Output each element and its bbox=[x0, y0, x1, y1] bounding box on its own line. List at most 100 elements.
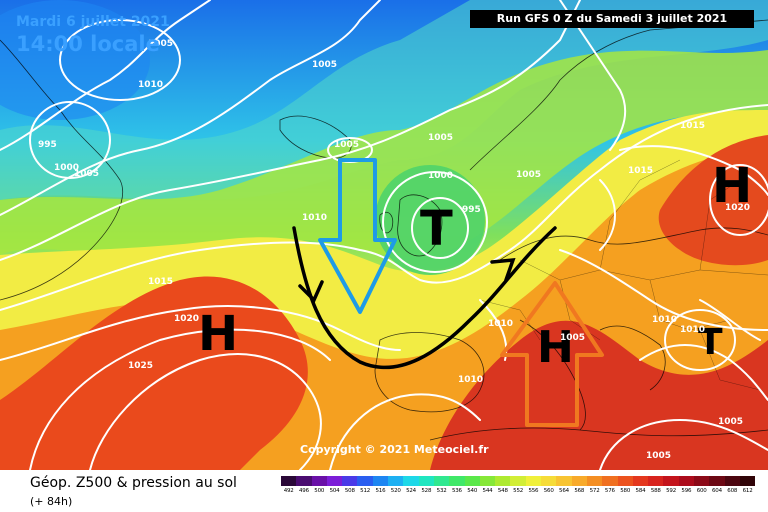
scale-swatch bbox=[617, 476, 633, 486]
forecast-date: Mardi 6 juillet 2021 bbox=[16, 14, 170, 30]
scale-swatch bbox=[479, 476, 496, 486]
scale-step: 544 bbox=[479, 476, 496, 498]
scale-step: 500 bbox=[311, 476, 327, 498]
jet-stream-curve bbox=[292, 226, 557, 369]
scale-tick-label: 536 bbox=[451, 488, 462, 494]
scale-tick-label: 552 bbox=[513, 488, 524, 494]
scale-tick-label: 556 bbox=[528, 488, 539, 494]
scale-tick-label: 544 bbox=[482, 488, 493, 494]
scale-step: 504 bbox=[326, 476, 343, 498]
scale-step: 532 bbox=[433, 476, 450, 498]
high-mediterranean-label: H bbox=[537, 322, 574, 373]
scale-swatch bbox=[586, 476, 603, 486]
scale-swatch bbox=[663, 476, 679, 486]
scale-swatch bbox=[632, 476, 649, 486]
scale-step: 552 bbox=[510, 476, 526, 498]
isobars bbox=[0, 0, 768, 470]
scale-tick-label: 528 bbox=[421, 488, 432, 494]
jet-stream-arrowhead-east bbox=[490, 257, 516, 282]
scale-swatch bbox=[403, 476, 419, 486]
forecast-lead-time: (+ 84h) bbox=[30, 495, 73, 508]
scale-step: 564 bbox=[556, 476, 572, 498]
scale-step: 512 bbox=[357, 476, 373, 498]
scale-step: 492 bbox=[281, 476, 297, 498]
scale-swatch bbox=[739, 476, 756, 486]
scale-swatch bbox=[296, 476, 312, 486]
scale-tick-label: 540 bbox=[467, 488, 478, 494]
isobar-label: 1020 bbox=[174, 314, 199, 324]
scale-tick-label: 576 bbox=[604, 488, 615, 494]
scale-swatch bbox=[388, 476, 404, 486]
scale-tick-label: 612 bbox=[742, 488, 753, 494]
forecast-time: 14:00 locale bbox=[16, 32, 160, 56]
scale-swatch bbox=[311, 476, 327, 486]
scale-tick-label: 524 bbox=[406, 488, 416, 494]
scale-swatch bbox=[449, 476, 465, 486]
isobar-label: 1010 bbox=[652, 315, 677, 325]
scale-step: 536 bbox=[449, 476, 465, 498]
geopotential-color-scale: 492 496 500 504 508 512 516 520 524 528 532 536 540 5… bbox=[281, 476, 756, 498]
scale-tick-label: 500 bbox=[314, 488, 325, 494]
scale-swatch bbox=[433, 476, 450, 486]
scale-swatch bbox=[342, 476, 358, 486]
isobar-label: 1005 bbox=[516, 170, 541, 180]
scale-swatch bbox=[678, 476, 695, 486]
scale-step: 524 bbox=[403, 476, 419, 498]
high-atlantic-label: H bbox=[198, 306, 238, 362]
high-scandinavia-label: H bbox=[712, 158, 752, 214]
scale-swatch bbox=[571, 476, 587, 486]
isobars-closed bbox=[29, 19, 768, 371]
scale-step: 604 bbox=[709, 476, 725, 498]
isobar-label: 1010 bbox=[680, 325, 705, 335]
scale-tick-label: 496 bbox=[298, 488, 309, 494]
scale-tick-label: 504 bbox=[329, 488, 340, 494]
field-band-red-east bbox=[430, 320, 768, 470]
field-band-cyan bbox=[0, 0, 768, 200]
scale-step: 612 bbox=[739, 476, 756, 498]
scale-step: 584 bbox=[632, 476, 649, 498]
isobar-label: 995 bbox=[462, 205, 481, 215]
scale-tick-label: 508 bbox=[344, 488, 355, 494]
scale-step: 568 bbox=[571, 476, 587, 498]
scale-swatch bbox=[464, 476, 480, 486]
scale-swatch bbox=[648, 476, 664, 486]
scale-swatch bbox=[694, 476, 710, 486]
pressure-map: H T H H T 1005 1010 995 1000 1005 1005 1… bbox=[0, 0, 768, 470]
scale-tick-label: 564 bbox=[559, 488, 569, 494]
scale-swatch bbox=[495, 476, 511, 486]
scale-swatch bbox=[510, 476, 526, 486]
scale-swatch bbox=[709, 476, 725, 486]
scale-step: 572 bbox=[586, 476, 603, 498]
isobar-label: 1015 bbox=[148, 277, 173, 287]
isobar-label: 1000 bbox=[428, 171, 453, 181]
isobar-labels: 1005 1010 995 1000 1005 1005 1005 1005 1… bbox=[38, 39, 750, 461]
field-band-red-west bbox=[0, 276, 308, 470]
scale-step: 588 bbox=[648, 476, 664, 498]
isobar-label: 1005 bbox=[718, 417, 743, 427]
isobar-label: 1010 bbox=[138, 80, 163, 90]
scale-step: 592 bbox=[663, 476, 679, 498]
scale-tick-label: 568 bbox=[574, 488, 585, 494]
low-balkans-label: T bbox=[698, 322, 723, 363]
scale-step: 496 bbox=[296, 476, 312, 498]
scale-tick-label: 596 bbox=[681, 488, 692, 494]
jet-stream-arrowhead-west bbox=[298, 280, 324, 304]
scale-tick-label: 588 bbox=[650, 488, 661, 494]
scale-tick-label: 592 bbox=[666, 488, 677, 494]
model-run-banner: Run GFS 0 Z du Samedi 3 juillet 2021 bbox=[470, 10, 754, 28]
scale-tick-label: 548 bbox=[497, 488, 508, 494]
scale-swatch bbox=[372, 476, 389, 486]
scale-step: 576 bbox=[602, 476, 618, 498]
isobar-label: 1025 bbox=[128, 361, 153, 371]
field-band-green bbox=[0, 50, 768, 257]
scale-swatch bbox=[602, 476, 618, 486]
scale-tick-label: 492 bbox=[283, 488, 294, 494]
isobar-label: 1010 bbox=[302, 213, 327, 223]
scale-swatch bbox=[525, 476, 542, 486]
scale-tick-label: 532 bbox=[436, 488, 447, 494]
scale-step: 508 bbox=[342, 476, 358, 498]
isobar-label: 995 bbox=[38, 140, 57, 150]
scale-step: 600 bbox=[694, 476, 710, 498]
scale-step: 580 bbox=[617, 476, 633, 498]
